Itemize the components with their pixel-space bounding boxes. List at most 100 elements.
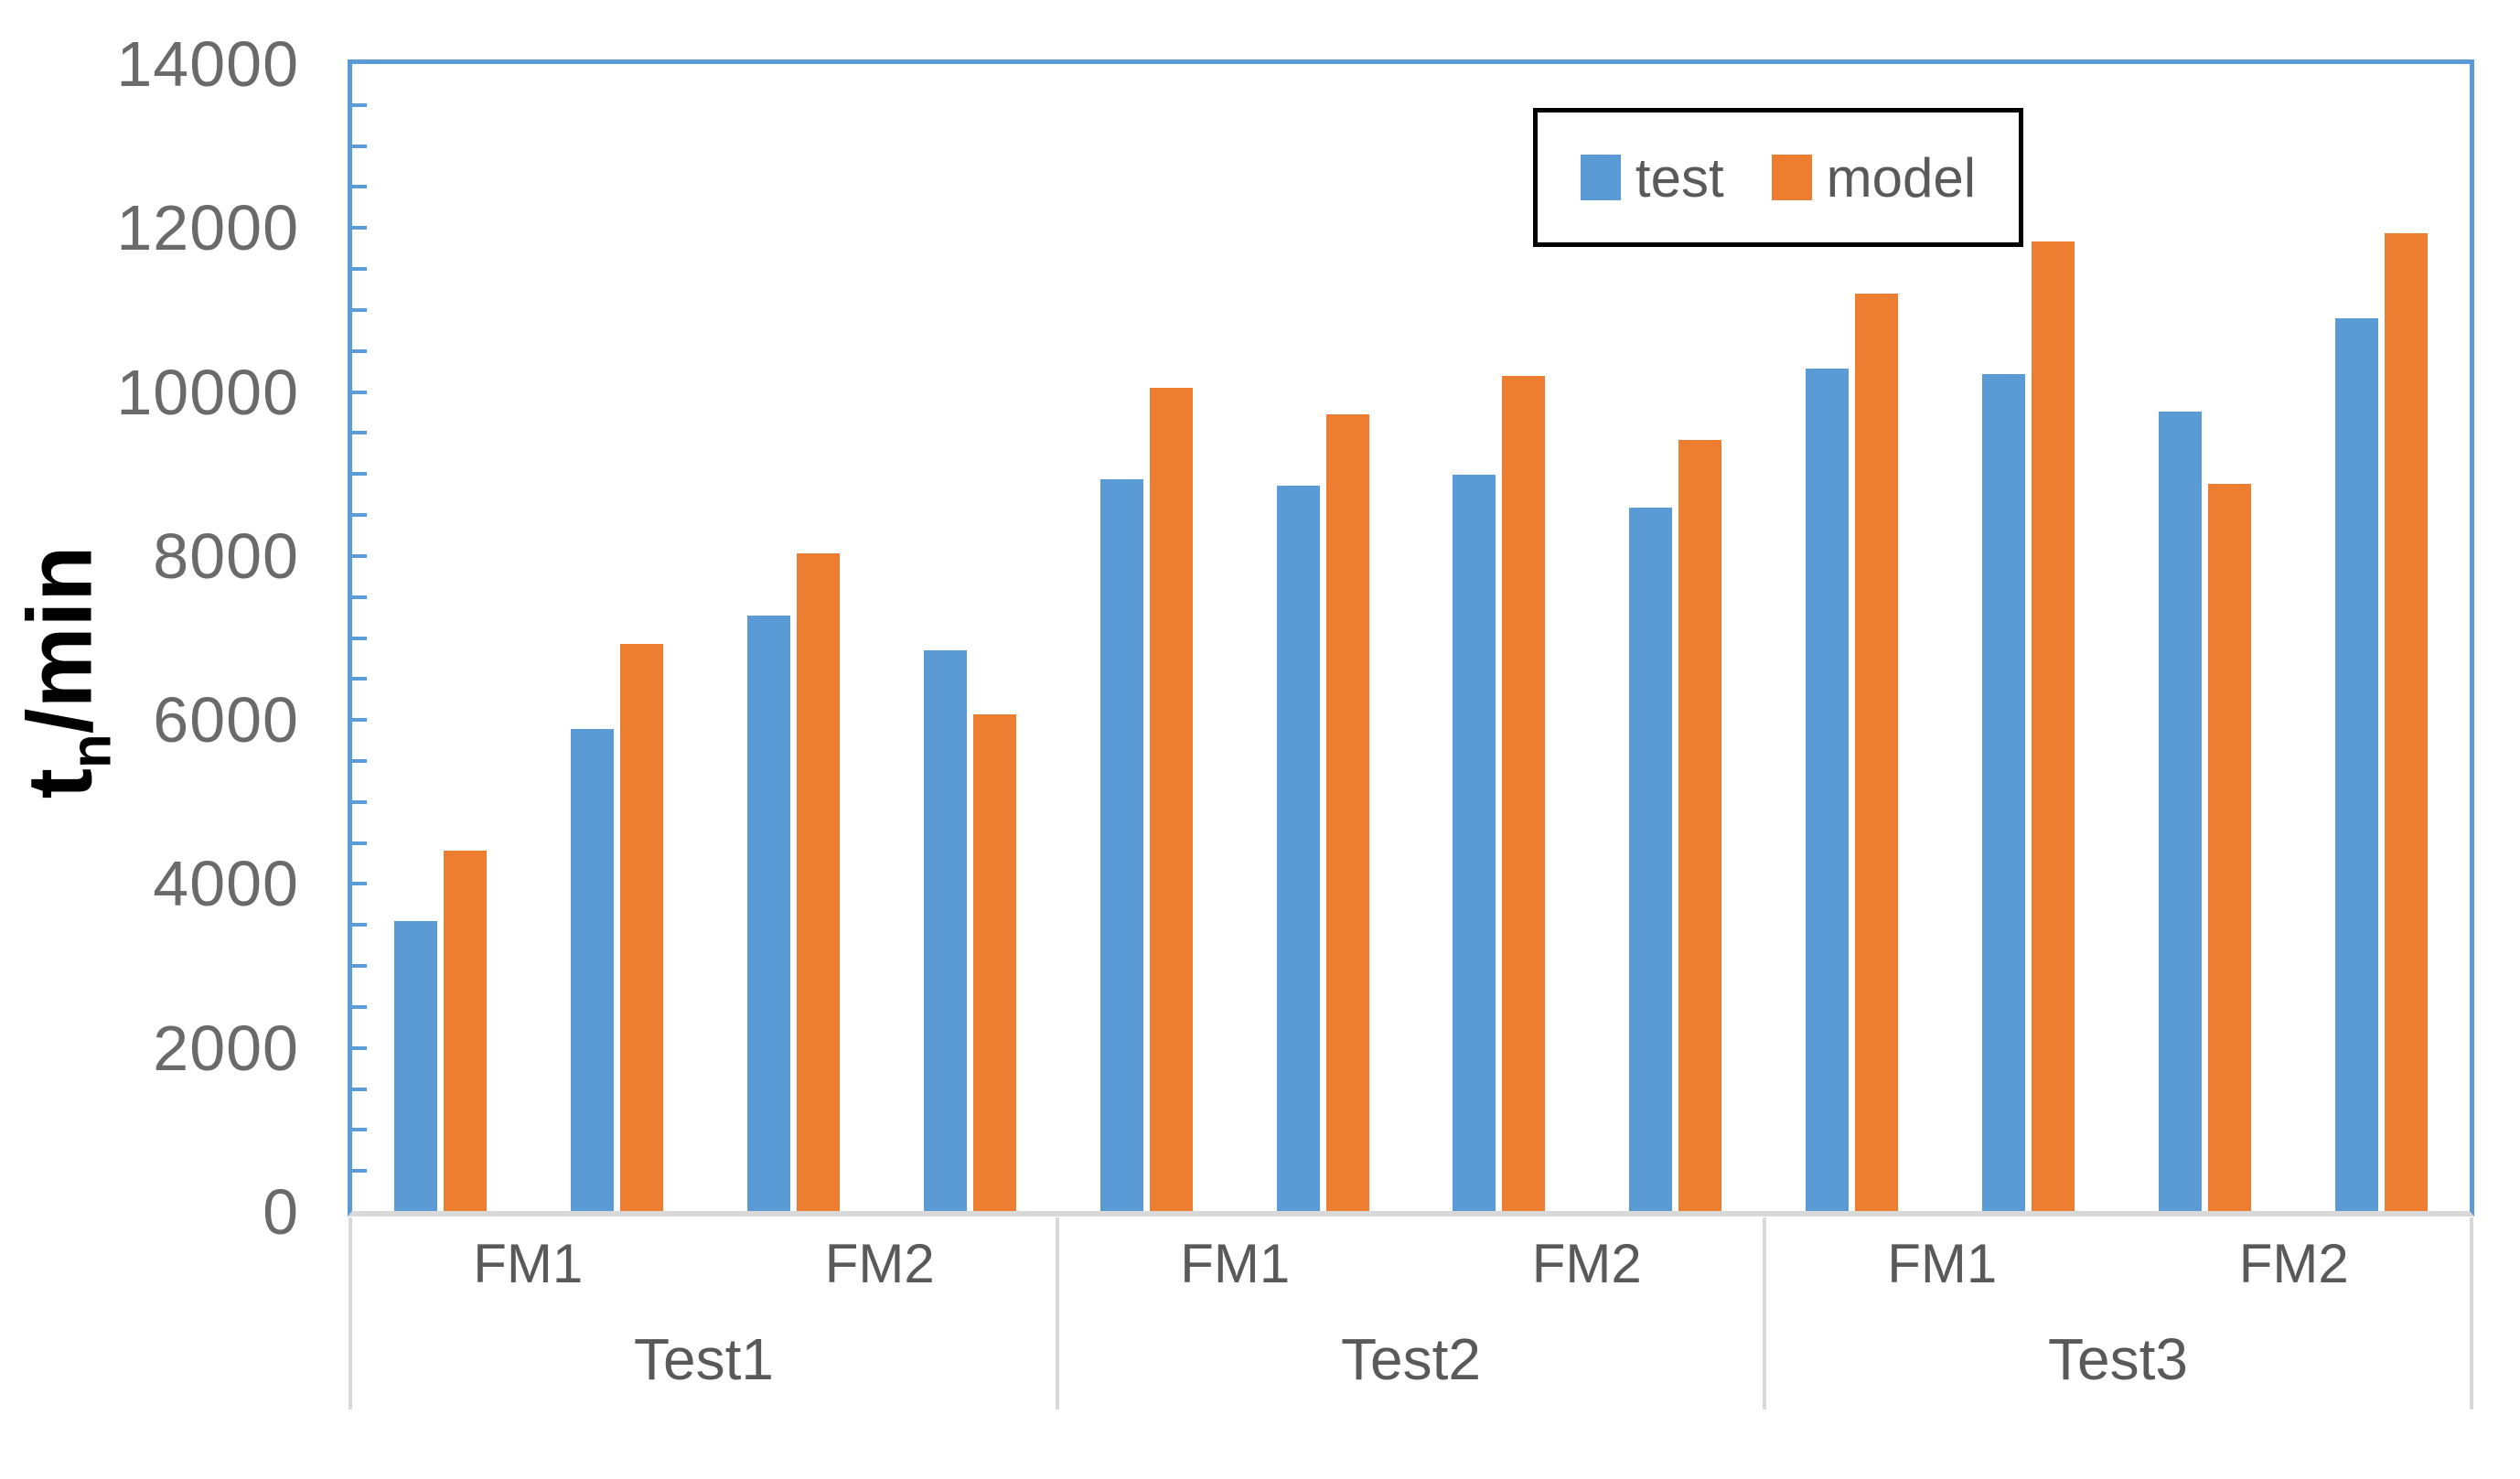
bar-model-11 [2208, 483, 2252, 1211]
bar-model-3 [796, 552, 840, 1211]
bar-model-6 [1325, 414, 1369, 1211]
x-axis-category-table: FM1 FM2 Test1 FM1 FM2 Test2 FM1 FM2 Test3 [349, 1217, 2473, 1409]
bar-pair-7 [1411, 64, 1588, 1211]
bar-test-1 [393, 920, 437, 1211]
x-subcategory-row: FM1 FM2 [1059, 1217, 1763, 1309]
bar-test-10 [1982, 374, 2026, 1211]
y-axis-minor-tick [352, 1004, 367, 1009]
bar-model-12 [2385, 232, 2429, 1211]
bar-test-8 [1629, 507, 1673, 1211]
bar-model-9 [1855, 293, 1899, 1211]
y-axis-minor-tick [352, 1087, 367, 1091]
x-subcategory-label: FM2 [824, 1232, 935, 1294]
y-axis-title-unit: /min [8, 545, 112, 734]
y-axis-minor-tick [352, 1045, 367, 1050]
y-tick-label: 4000 [153, 848, 299, 920]
x-group-Test1: FM1 FM2 Test1 [349, 1217, 1056, 1409]
y-axis-minor-tick [352, 799, 367, 804]
legend: test model [1533, 108, 2023, 247]
x-subcategory-row: FM1 FM2 [1766, 1217, 2470, 1309]
bar-test-3 [746, 615, 790, 1211]
bar-model-4 [972, 714, 1016, 1211]
bar-pair-11 [2117, 64, 2293, 1211]
bar-model-7 [1502, 376, 1546, 1211]
legend-swatch-test [1580, 155, 1621, 200]
bar-model-5 [1149, 387, 1193, 1211]
legend-label: model [1826, 146, 1977, 209]
y-axis-minor-tick [352, 472, 367, 477]
x-group-label: Test1 [634, 1326, 774, 1392]
y-axis-minor-tick [352, 102, 367, 107]
legend-item-test: test [1580, 146, 1724, 209]
bar-series-container [352, 64, 2470, 1211]
plot-area [348, 59, 2474, 1216]
x-group-Test3: FM1 FM2 Test3 [1763, 1217, 2470, 1409]
y-tick-label: 14000 [116, 28, 299, 100]
bar-pair-4 [882, 64, 1058, 1211]
bar-test-6 [1276, 486, 1320, 1211]
x-subcategory-row: FM1 FM2 [352, 1217, 1056, 1309]
y-axis-title-subscript: n [59, 734, 123, 769]
bar-pair-6 [1235, 64, 1411, 1211]
y-axis-title: tn/min [8, 546, 124, 799]
y-axis-minor-tick [352, 758, 367, 763]
bar-model-10 [2032, 241, 2075, 1211]
y-axis-minor-tick [352, 553, 367, 558]
bar-pair-9 [1764, 64, 1940, 1211]
legend-item-model: model [1771, 146, 1977, 209]
bar-model-8 [1678, 440, 1722, 1211]
bar-pair-3 [705, 64, 882, 1211]
legend-swatch-model [1771, 155, 1812, 200]
bar-test-12 [2335, 317, 2379, 1211]
y-axis-minor-tick [352, 390, 367, 394]
x-subcategory-label: FM1 [473, 1232, 584, 1294]
x-subcategory-label: FM1 [1887, 1232, 1998, 1294]
y-tick-label: 8000 [153, 520, 299, 592]
x-subcategory-label: FM2 [2238, 1232, 2349, 1294]
y-axis-minor-tick [352, 882, 367, 886]
bar-pair-10 [1940, 64, 2117, 1211]
x-group-Test2: FM1 FM2 Test2 [1056, 1217, 1763, 1409]
y-axis-minor-tick [352, 185, 367, 189]
y-axis-minor-tick [352, 1128, 367, 1132]
y-tick-label: 6000 [153, 684, 299, 756]
y-tick-label: 12000 [116, 192, 299, 264]
y-tick-label: 10000 [116, 356, 299, 428]
bar-test-2 [570, 729, 614, 1211]
x-subcategory-label: FM2 [1531, 1232, 1642, 1294]
y-axis-minor-tick [352, 677, 367, 681]
bar-pair-1 [352, 64, 529, 1211]
x-subcategory-label: FM1 [1180, 1232, 1291, 1294]
y-axis-minor-tick [352, 923, 367, 927]
y-axis-minor-tick [352, 307, 367, 312]
x-group-label: Test2 [1341, 1326, 1481, 1392]
y-axis-minor-tick [352, 267, 367, 272]
bar-pair-8 [1587, 64, 1764, 1211]
y-axis-minor-tick [352, 964, 367, 969]
y-tick-label: 2000 [153, 1012, 299, 1084]
y-axis-minor-tick [352, 144, 367, 148]
y-axis-minor-tick [352, 348, 367, 353]
y-axis-minor-tick [352, 226, 367, 230]
bar-model-1 [443, 850, 487, 1211]
bar-test-7 [1453, 474, 1496, 1211]
bar-test-9 [1806, 369, 1850, 1211]
bar-test-11 [2159, 411, 2203, 1211]
bar-test-5 [1099, 479, 1143, 1211]
y-axis-minor-tick [352, 1169, 367, 1174]
y-axis-title-main: t [8, 768, 112, 799]
bar-model-2 [619, 644, 663, 1211]
bar-test-4 [923, 650, 967, 1211]
bar-pair-2 [529, 64, 705, 1211]
y-axis-minor-tick [352, 595, 367, 599]
x-group-label: Test3 [2048, 1326, 2188, 1392]
y-axis-minor-tick [352, 636, 367, 640]
bar-pair-5 [1058, 64, 1235, 1211]
legend-label: test [1635, 146, 1724, 209]
y-axis-minor-tick [352, 841, 367, 845]
y-axis-minor-tick [352, 513, 367, 518]
y-axis-minor-tick [352, 718, 367, 723]
y-tick-label: 0 [263, 1176, 299, 1248]
y-axis-minor-tick [352, 431, 367, 435]
